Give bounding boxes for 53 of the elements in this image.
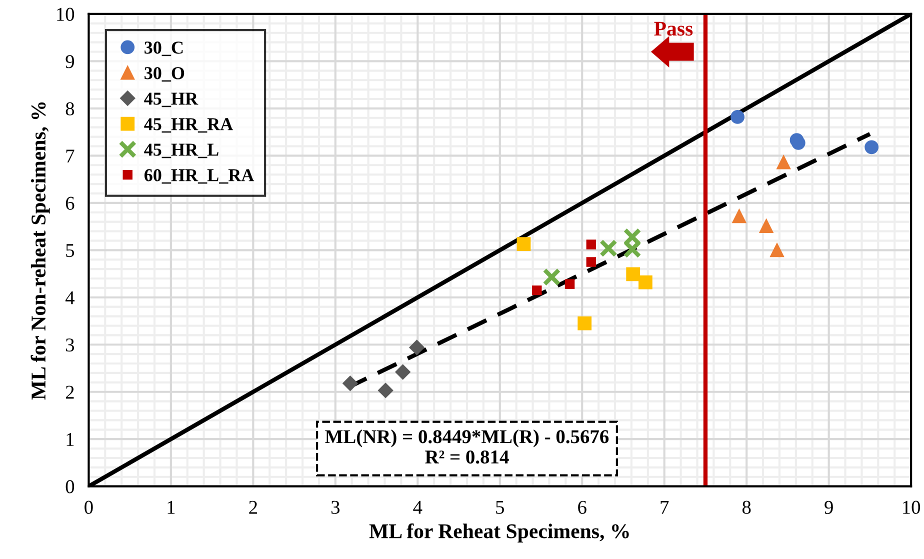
point <box>586 257 596 267</box>
y-tick-label: 10 <box>57 8 74 21</box>
point <box>776 155 791 170</box>
y-tick-label: 1 <box>66 433 74 446</box>
annotation: ML(NR) = 0.8449*ML(R) - 0.5676 R² = 0.814 <box>325 430 609 464</box>
x-tick-label: 3 <box>331 500 340 514</box>
ref-line-label: Pass <box>654 22 693 36</box>
legend-label: 60_HR_L_RA <box>144 169 254 184</box>
x-tick-label: 9 <box>824 500 833 514</box>
y-tick-label: 4 <box>65 291 75 304</box>
legend-label: 45_HR_RA <box>144 118 234 133</box>
legend-label: 45_HR <box>144 92 198 108</box>
legend-label: 30_C <box>144 42 183 56</box>
y-tick-label: 8 <box>66 102 74 116</box>
x-tick-label: 6 <box>578 500 586 514</box>
point <box>578 316 592 330</box>
point <box>626 267 640 282</box>
x-tick-label: 7 <box>660 500 669 514</box>
y-axis-title: ML for Non-reheat Specimens, % <box>30 102 50 400</box>
y-tick-label: 7 <box>66 150 74 162</box>
point <box>730 110 744 124</box>
point <box>516 237 531 251</box>
point <box>542 268 561 286</box>
point <box>395 364 410 380</box>
x-tick-label: 0 <box>84 500 93 514</box>
x-tick-label: 2 <box>249 500 257 514</box>
y-tick-label: 2 <box>66 386 74 399</box>
y-tick-label: 6 <box>66 196 74 210</box>
y-tick-label: 3 <box>66 338 74 352</box>
legend-label: 45_HR_L <box>144 144 218 158</box>
point <box>864 140 879 154</box>
point <box>409 340 424 356</box>
y-tick-label: 0 <box>66 480 74 494</box>
y-tick-label: 5 <box>66 244 74 258</box>
point <box>732 209 746 224</box>
x-tick-label: 5 <box>496 500 504 514</box>
point <box>564 279 575 290</box>
point <box>770 243 784 258</box>
point <box>759 219 774 234</box>
x-tick-label: 8 <box>742 500 751 514</box>
legend-label: 30_O <box>144 67 184 82</box>
point <box>586 240 596 250</box>
point <box>791 136 806 150</box>
point <box>638 275 652 290</box>
point <box>599 239 618 258</box>
x-tick-label: 10 <box>903 500 920 514</box>
point <box>378 382 394 398</box>
point <box>342 376 358 391</box>
point <box>532 285 542 296</box>
x-axis-title: ML for Reheat Specimens, % <box>369 523 629 543</box>
x-tick-label: 1 <box>168 500 175 514</box>
y-tick-label: 9 <box>66 55 74 68</box>
x-tick-label: 4 <box>413 500 422 514</box>
